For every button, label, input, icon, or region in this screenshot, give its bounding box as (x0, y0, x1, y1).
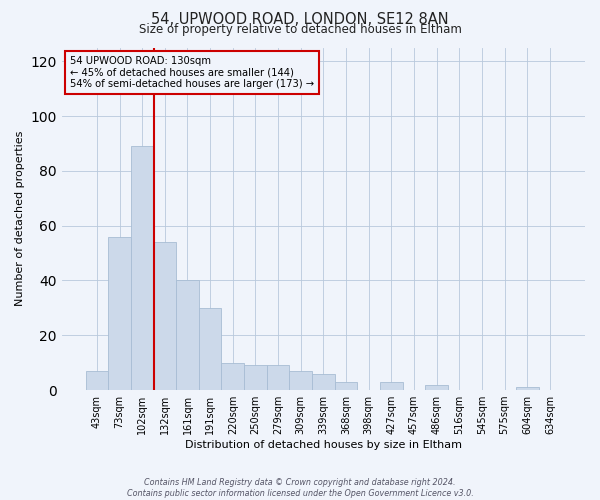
Bar (289, 371, 312, 390)
X-axis label: Distribution of detached houses by size in Eltham: Distribution of detached houses by size … (185, 440, 462, 450)
Bar (131, 146, 154, 390)
Bar (516, 388, 539, 390)
Text: 54 UPWOOD ROAD: 130sqm
← 45% of detached houses are smaller (144)
54% of semi-de: 54 UPWOOD ROAD: 130sqm ← 45% of detached… (70, 56, 314, 90)
Y-axis label: Number of detached properties: Number of detached properties (15, 131, 25, 306)
Bar (199, 308, 221, 390)
Bar (221, 362, 244, 390)
Bar (108, 236, 131, 390)
Bar (312, 374, 335, 390)
Bar (176, 280, 199, 390)
Text: 54, UPWOOD ROAD, LONDON, SE12 8AN: 54, UPWOOD ROAD, LONDON, SE12 8AN (151, 12, 449, 28)
Bar (154, 242, 176, 390)
Bar (267, 366, 289, 390)
Text: Contains HM Land Registry data © Crown copyright and database right 2024.
Contai: Contains HM Land Registry data © Crown c… (127, 478, 473, 498)
Bar (335, 382, 358, 390)
Bar (380, 382, 403, 390)
Bar (244, 366, 267, 390)
Bar (86, 371, 108, 390)
Bar (425, 384, 448, 390)
Text: Size of property relative to detached houses in Eltham: Size of property relative to detached ho… (139, 22, 461, 36)
